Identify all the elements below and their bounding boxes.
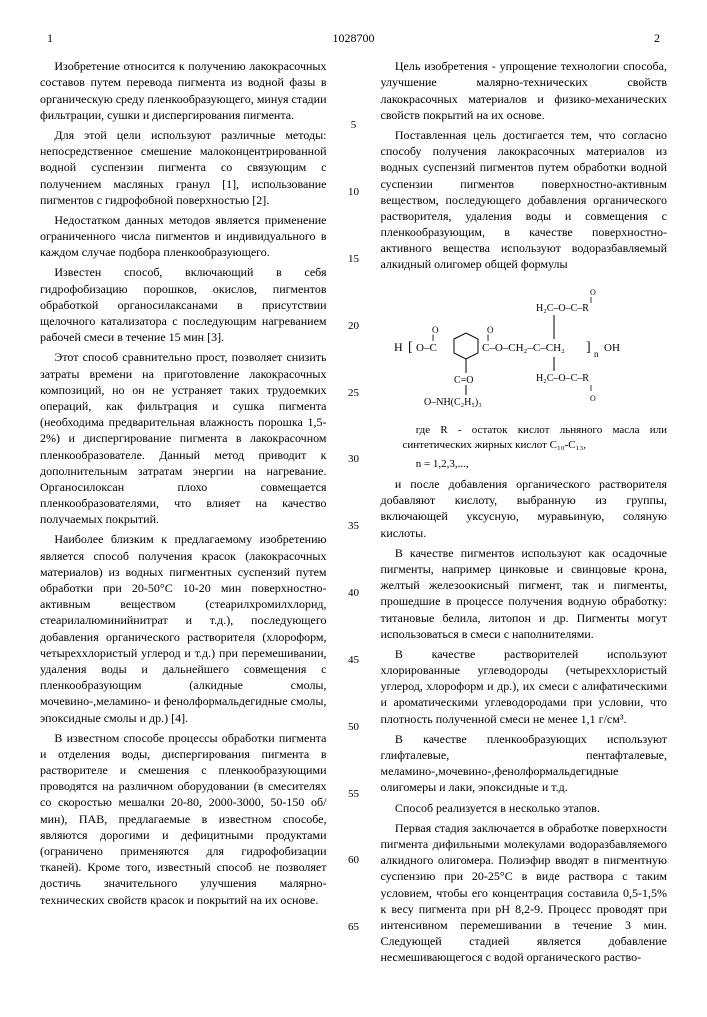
line-marker: 65: [347, 920, 361, 935]
body-para: Первая стадия заключается в обработке по…: [381, 820, 668, 966]
svg-text:O: O: [487, 325, 494, 335]
line-marker: 50: [347, 720, 361, 735]
line-marker: 5: [347, 118, 361, 133]
svg-text:O: O: [590, 394, 596, 403]
body-para: Цель изобретения - упрощение технологии …: [381, 58, 668, 123]
line-marker: 10: [347, 185, 361, 200]
body-para: Недостатком данных методов является прим…: [40, 212, 327, 261]
body-para: Для этой цели используют различные метод…: [40, 127, 327, 208]
line-marker: 40: [347, 586, 361, 601]
svg-text:C=O: C=O: [454, 375, 474, 386]
right-column: Цель изобретения - упрощение технологии …: [381, 58, 668, 987]
svg-text:O: O: [590, 288, 596, 297]
svg-text:H: H: [394, 340, 403, 354]
line-marker: 45: [347, 653, 361, 668]
svg-text:H₂C–O–C–R: H₂C–O–C–R: [536, 303, 589, 314]
svg-text:O–NH(C₂H₅)₃: O–NH(C₂H₅)₃: [424, 397, 482, 408]
line-number-gutter: 5 10 15 20 25 30 35 40 45 50 55 60 65: [347, 58, 361, 987]
formula-svg: H [ O–C ‖ O C–O–CH₂–C–CH₂ ‖ O ] n OH H₂C…: [394, 281, 654, 411]
body-para: Наиболее близким к предлагаемому изобрет…: [40, 531, 327, 725]
svg-text:‖: ‖: [590, 296, 592, 305]
body-para: В качестве пигментов используют как осад…: [381, 545, 668, 642]
svg-text:]: ]: [586, 340, 591, 355]
line-marker: 60: [347, 853, 361, 868]
line-marker: 20: [347, 319, 361, 334]
svg-text:C–O–CH₂–C–CH₂: C–O–CH₂–C–CH₂: [482, 342, 565, 354]
line-marker: 25: [347, 386, 361, 401]
body-para: В качестве растворителей используют хлор…: [381, 646, 668, 727]
body-para: В качестве пленкообразующих используют г…: [381, 731, 668, 796]
svg-text:‖: ‖: [590, 384, 592, 393]
line-marker: 35: [347, 519, 361, 534]
svg-text:H₂C–O–C–R: H₂C–O–C–R: [536, 373, 589, 384]
line-marker: 55: [347, 787, 361, 802]
body-para: Известен способ, включающий в себя гидро…: [40, 264, 327, 345]
svg-text:n: n: [594, 349, 599, 359]
body-para: Этот способ сравнительно прост, позволяе…: [40, 349, 327, 527]
formula-n: n = 1,2,3,...,: [381, 457, 668, 472]
formula-where: где R - остаток кислот льняного масла ил…: [381, 423, 668, 453]
svg-text:O: O: [432, 325, 439, 335]
page-header: 1 1028700 2: [40, 30, 667, 46]
two-column-body: Изобретение относится к получению лакокр…: [40, 58, 667, 987]
body-para: Поставленная цель достигается тем, что с…: [381, 127, 668, 273]
body-para: Изобретение относится к получению лакокр…: [40, 58, 327, 123]
line-marker: 30: [347, 452, 361, 467]
chemical-formula: H [ O–C ‖ O C–O–CH₂–C–CH₂ ‖ O ] n OH H₂C…: [381, 281, 668, 416]
body-para: В известном способе процессы обработки п…: [40, 730, 327, 908]
body-para: Способ реализуется в несколько этапов.: [381, 800, 668, 816]
page-left-num: 1: [40, 30, 60, 46]
left-column: Изобретение относится к получению лакокр…: [40, 58, 327, 987]
page-right-num: 2: [647, 30, 667, 46]
svg-text:[: [: [408, 340, 413, 355]
line-marker: 15: [347, 252, 361, 267]
document-number: 1028700: [60, 30, 647, 46]
body-para: и после добавления органического раствор…: [381, 476, 668, 541]
svg-text:OH: OH: [604, 342, 620, 354]
svg-text:O–C: O–C: [416, 342, 437, 354]
